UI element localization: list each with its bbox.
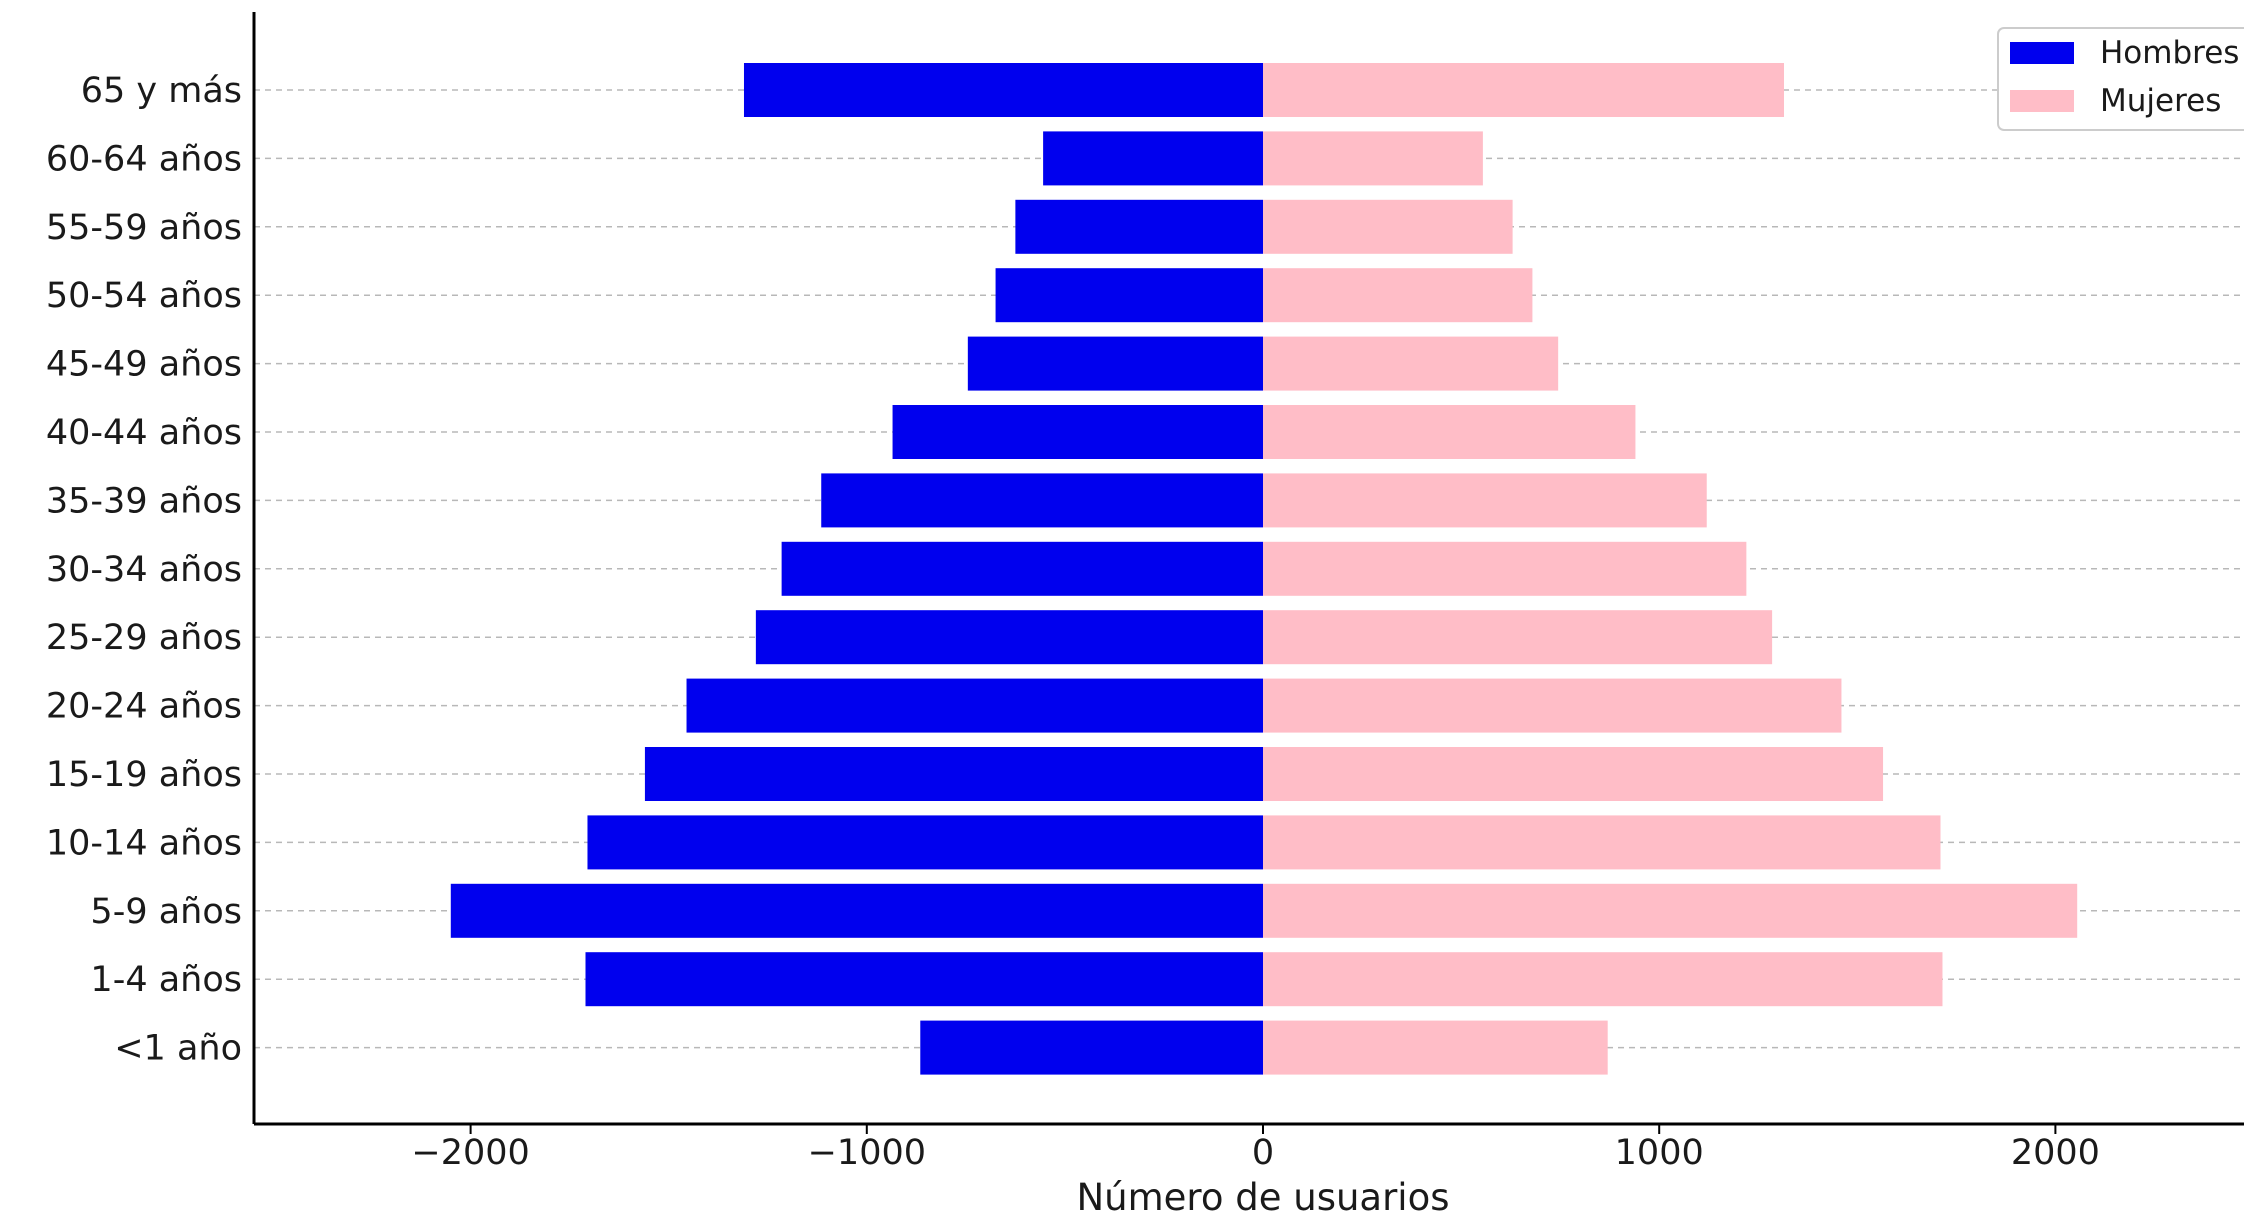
bar-mujeres-1-4-a-os [1263,952,1943,1007]
bar-mujeres-20-24-a-os [1263,678,1842,733]
bar-mujeres-25-29-a-os [1263,610,1773,665]
bar-hombres-55-59-a-os [1015,199,1263,254]
x-tick-label: −2000 [411,1133,529,1173]
legend-label-hombres: Hombres [2100,35,2239,71]
x-tick-labels: −2000 −1000 0 1000 2000 [411,1124,2100,1173]
legend-swatch-hombres [2010,42,2074,64]
y-tick-label: 10-14 años [46,823,242,863]
y-tick-label: 35-39 años [46,481,242,521]
bar-hombres-50-54-a-os [995,268,1263,323]
bar-mujeres-1-a-o [1263,1020,1608,1075]
x-tick-label: 2000 [2011,1133,2100,1173]
y-tick-label: 50-54 años [46,276,242,316]
bars [450,63,2078,1075]
x-tick-label: −1000 [808,1133,926,1173]
bar-mujeres-45-49-a-os [1263,336,1559,391]
bar-mujeres-65-y-m-s [1263,63,1785,117]
y-tick-labels: 65 y más 60-64 años 55-59 años 50-54 años 45… [46,71,242,1069]
legend-swatch-mujeres [2010,90,2074,112]
x-tick-label: 0 [1252,1133,1274,1173]
bar-hombres-15-19-a-os [644,747,1263,801]
y-tick-label: 65 y más [81,71,242,111]
bar-mujeres-5-9-a-os [1263,883,2078,938]
bar-mujeres-10-14-a-os [1263,815,1941,870]
y-tick-label: <1 año [114,1029,242,1069]
bar-hombres-40-44-a-os [892,405,1263,459]
x-tick-label: 1000 [1615,1133,1704,1173]
bar-mujeres-40-44-a-os [1263,405,1636,459]
axes [252,12,2244,1126]
bar-mujeres-55-59-a-os [1263,199,1513,254]
bar-hombres-20-24-a-os [686,678,1263,733]
x-axis-title: Número de usuarios [1077,1176,1450,1219]
bar-hombres-60-64-a-os [1043,131,1263,186]
y-tick-label: 45-49 años [46,345,242,385]
bar-hombres-30-34-a-os [781,541,1263,596]
y-tick-label: 1-4 años [90,960,242,1000]
bar-mujeres-15-19-a-os [1263,747,1884,801]
bar-mujeres-30-34-a-os [1263,541,1747,596]
bar-hombres-65-y-m-s [743,63,1263,117]
bar-hombres-10-14-a-os [587,815,1263,870]
y-tick-label: 20-24 años [46,687,242,727]
y-tick-label: 55-59 años [46,208,242,248]
bar-mujeres-35-39-a-os [1263,473,1707,528]
y-tick-label: 15-19 años [46,755,242,795]
y-tick-label: 60-64 años [46,139,242,179]
bar-mujeres-60-64-a-os [1263,131,1483,186]
legend: Hombres Mujeres [1997,27,2244,131]
bar-hombres-25-29-a-os [755,610,1263,665]
bar-hombres-1-a-o [920,1020,1263,1075]
bar-mujeres-50-54-a-os [1263,268,1533,323]
bar-hombres-1-4-a-os [585,952,1263,1007]
bar-hombres-45-49-a-os [967,336,1263,391]
bar-hombres-5-9-a-os [450,883,1263,938]
y-tick-label: 30-34 años [46,550,242,590]
legend-label-mujeres: Mujeres [2100,83,2221,119]
y-tick-label: 40-44 años [46,413,242,453]
y-tick-label: 5-9 años [90,892,242,932]
y-tick-label: 25-29 años [46,618,242,658]
bar-hombres-35-39-a-os [821,473,1263,528]
